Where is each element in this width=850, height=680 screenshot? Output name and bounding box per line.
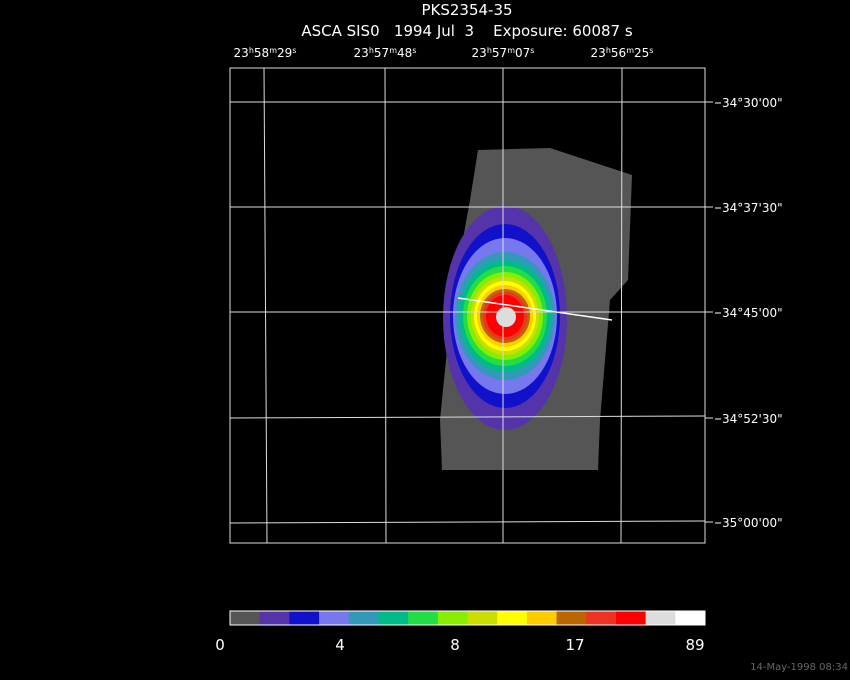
ra-label: 23h57m48s	[354, 46, 417, 60]
color-swatch	[348, 611, 379, 625]
streak	[457, 297, 613, 321]
colorbar-tick-label: 0	[215, 636, 225, 654]
color-swatch	[556, 611, 587, 625]
color-swatch	[230, 611, 261, 625]
colorbar-tick-label: 4	[335, 636, 345, 654]
color-swatch	[289, 611, 320, 625]
subtitle: ASCA SIS0 1994 Jul 3 Exposure: 60087 s	[301, 22, 633, 40]
dec-label: 34°52'30"	[722, 412, 783, 426]
frame	[229, 67, 706, 544]
color-swatch	[259, 611, 290, 625]
color-swatch	[437, 611, 468, 625]
ra-label: 23h58m29s	[234, 46, 297, 60]
ra-label: 23h56m25s	[591, 46, 654, 60]
grid-line	[229, 415, 706, 419]
dec-labels: 34°30'00" 34°37'30" 34°45'00" 34°52'30" 35°0…	[705, 96, 783, 530]
colorbar: 0 4 8 17 89	[215, 610, 706, 654]
colorbar-tick-label: 17	[565, 636, 584, 654]
ra-labels: 23h58m29s 23h57m48s 23h57m07s 23h56m25s	[234, 46, 654, 60]
color-swatch	[526, 611, 558, 625]
color-swatch	[645, 611, 676, 625]
color-swatch	[615, 611, 647, 625]
xray-image	[440, 148, 632, 470]
color-swatch	[497, 611, 528, 625]
dec-label: 34°37'30"	[722, 201, 783, 215]
grid-line	[263, 67, 268, 544]
timestamp: 14-May-1998 08:34	[750, 662, 848, 673]
color-swatch	[586, 611, 617, 625]
title: PKS2354-35	[421, 1, 512, 19]
dec-label: 34°45'00"	[722, 306, 783, 320]
grid	[229, 67, 706, 544]
core	[496, 307, 516, 327]
grid-line	[229, 520, 706, 524]
colorbar-tick-label: 8	[450, 636, 460, 654]
grid-line	[620, 67, 623, 544]
ra-label: 23h57m07s	[472, 46, 535, 60]
color-swatch	[378, 611, 409, 625]
color-swatch	[467, 611, 498, 625]
dec-label: 34°30'00"	[722, 96, 783, 110]
color-swatch	[408, 611, 439, 625]
grid-line	[384, 67, 387, 544]
colorbar-tick-label: 89	[685, 636, 704, 654]
color-swatch	[319, 611, 350, 625]
colorbar-frame	[229, 610, 706, 626]
color-swatch	[675, 611, 706, 625]
dec-label: 35°00'00"	[722, 516, 783, 530]
